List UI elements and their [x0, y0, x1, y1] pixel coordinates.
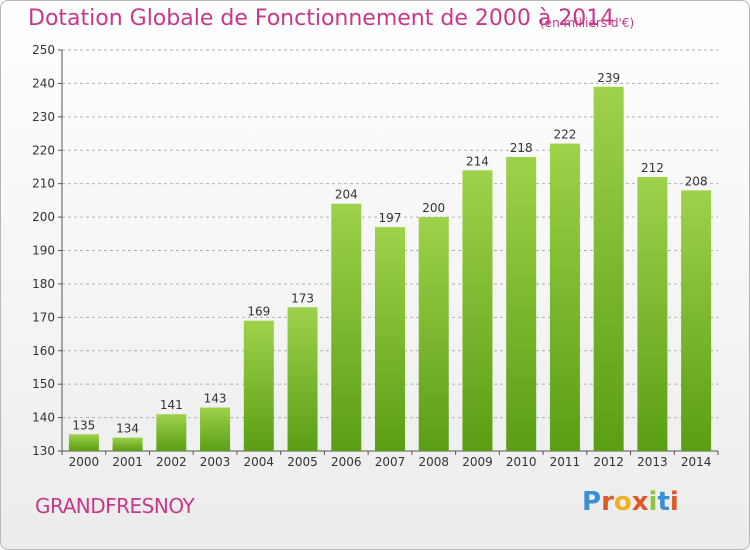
bar-2010	[506, 156, 537, 451]
y-tick-label: 210	[32, 177, 55, 191]
value-label: 135	[72, 418, 95, 432]
y-tick-label: 250	[32, 43, 55, 57]
y-tick-label: 150	[32, 377, 55, 391]
bar-2005	[287, 307, 318, 451]
bar-2002	[156, 414, 187, 451]
bar-2011	[549, 143, 580, 452]
bar-2009	[462, 170, 493, 452]
bar-2001	[112, 437, 143, 451]
bar-2003	[200, 407, 231, 451]
x-tick-label: 2014	[681, 455, 712, 469]
logo-letter: o	[613, 487, 632, 517]
y-tick-label: 200	[32, 210, 55, 224]
value-label: 204	[335, 188, 358, 202]
value-label: 169	[247, 305, 270, 319]
y-tick-label: 140	[32, 411, 55, 425]
x-tick-label: 2010	[506, 455, 537, 469]
bar-2000	[68, 434, 99, 451]
y-tick-label: 220	[32, 143, 55, 157]
bar-2006	[331, 203, 362, 451]
x-tick-label: 2002	[156, 455, 187, 469]
x-tick-label: 2009	[462, 455, 493, 469]
x-tick-label: 2011	[550, 455, 581, 469]
bar-2004	[243, 320, 274, 451]
x-tick-label: 2005	[287, 455, 318, 469]
value-label: 141	[160, 398, 183, 412]
logo-letter: i	[648, 487, 658, 517]
bar-2014	[681, 190, 712, 451]
logo-letter: t	[657, 487, 670, 517]
y-tick-label: 240	[32, 76, 55, 90]
logo-letter: P	[582, 487, 602, 517]
value-labels: 135 134 141 143 169 173 204 197 200 214 218 222 239 2…	[72, 71, 707, 436]
x-tick-label: 2001	[112, 455, 143, 469]
bar-2008	[418, 217, 449, 451]
chart-title: Dotation Globale de Fonctionnement de 20…	[28, 6, 615, 31]
x-tick-label: 2006	[331, 455, 362, 469]
logo-letter: r	[601, 487, 614, 517]
y-tick-label: 130	[32, 444, 55, 458]
y-tick-label: 170	[32, 310, 55, 324]
value-label: 212	[641, 161, 664, 175]
bars	[68, 86, 712, 452]
value-label: 214	[466, 154, 489, 168]
x-tick-label: 2008	[418, 455, 449, 469]
x-tick-label: 2013	[637, 455, 668, 469]
bar-2007	[375, 227, 405, 451]
value-label: 134	[116, 422, 139, 436]
value-label: 173	[291, 291, 314, 305]
commune-name: GRANDFRESNOY	[35, 494, 195, 518]
value-label: 222	[553, 128, 576, 142]
axes: 130 140 150 160 170 180 190 200 210 220 230 240 250 2…	[32, 43, 719, 469]
value-label: 218	[510, 141, 533, 155]
value-label: 208	[685, 174, 708, 188]
logo-letter: i	[669, 487, 679, 517]
y-tick-label: 190	[32, 244, 55, 258]
x-tick-label: 2000	[69, 455, 100, 469]
bar-2013	[637, 176, 668, 451]
y-tick-label: 230	[32, 110, 55, 124]
y-tick-label: 160	[32, 344, 55, 358]
logo-letter: x	[631, 487, 649, 517]
y-tick-label: 180	[32, 277, 55, 291]
bar-2012	[593, 86, 624, 451]
x-tick-label: 2003	[200, 455, 231, 469]
x-tick-label: 2012	[593, 455, 624, 469]
value-label: 239	[597, 71, 620, 85]
x-tick-label: 2004	[244, 455, 275, 469]
unit-note: (en milliers d'€)	[540, 16, 635, 30]
x-tick-label: 2007	[375, 455, 406, 469]
value-label: 197	[379, 211, 402, 225]
proxiti-logo: Proxiti	[582, 487, 679, 517]
value-label: 200	[422, 201, 445, 215]
value-label: 143	[204, 392, 227, 406]
